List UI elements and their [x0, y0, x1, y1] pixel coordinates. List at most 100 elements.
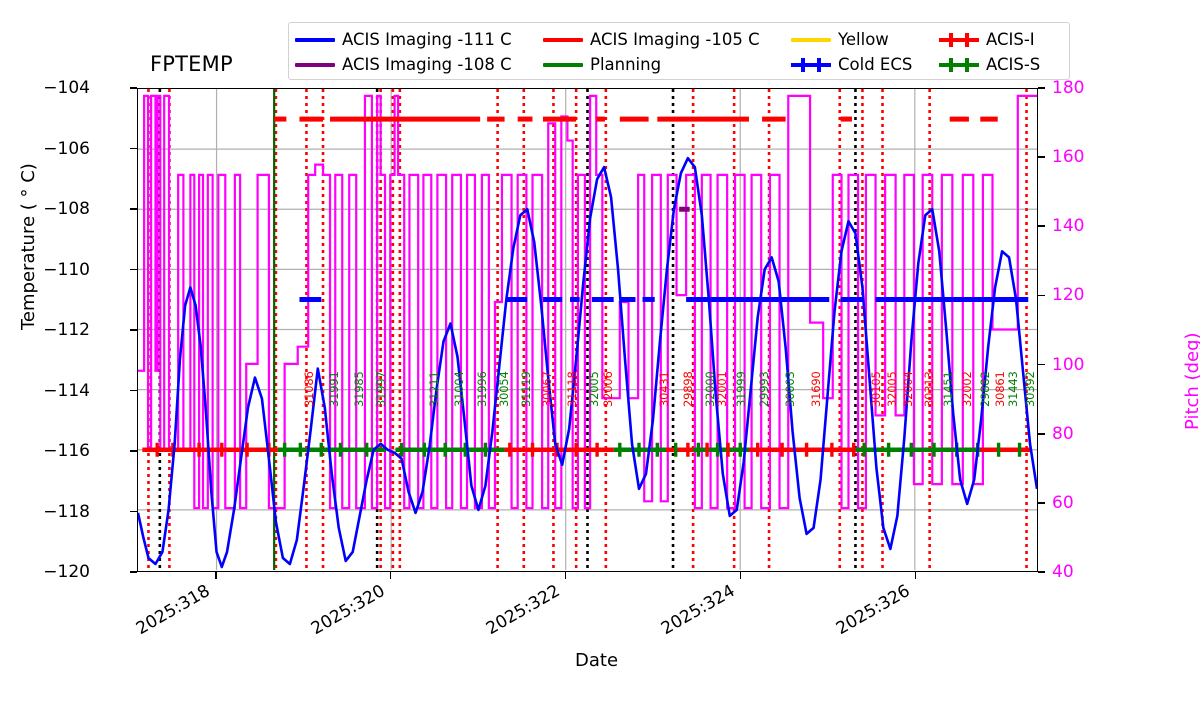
obsid-label: 32005: [587, 371, 601, 407]
obsid-label: 29882: [978, 371, 992, 407]
obsid-label: 32006: [601, 371, 615, 407]
y-tick-mark-right: [1038, 225, 1045, 228]
obsid-label: 32002: [960, 371, 974, 407]
legend-item-acis-i[interactable]: ACIS-I: [939, 30, 1069, 49]
y-tick-mark-left: [130, 510, 137, 513]
legend-swatch-line: [295, 37, 335, 42]
y-tick-label-left: −110: [43, 259, 90, 280]
obsid-label: 31991: [327, 371, 341, 407]
y-axis-label-left: Temperature ( ° C): [18, 163, 39, 330]
x-tick-label: 2025:322: [482, 581, 564, 640]
y-tick-mark-right: [1038, 156, 1045, 158]
y-axis-label-right: Pitch (deg): [1182, 332, 1200, 430]
legend-swatch-marker: [939, 32, 979, 47]
obsid-label: 30313: [922, 371, 936, 407]
legend-label: ACIS-I: [986, 30, 1035, 49]
plot-area[interactable]: 31086 31991 31985 31997 31211 31004 31996 30054…: [137, 88, 1038, 572]
legend-label: ACIS Imaging -108 C: [342, 55, 512, 74]
obsid-label: 30067: [540, 371, 554, 407]
y-tick-mark-left: [130, 87, 137, 89]
obsid-label: 31443: [1006, 371, 1020, 407]
legend-swatch-line: [543, 62, 583, 67]
y-tick-mark-left: [130, 571, 137, 573]
legend-label: Planning: [590, 55, 662, 74]
legend-item-yellow[interactable]: Yellow: [791, 30, 939, 49]
legend-item-acis-s[interactable]: ACIS-S: [939, 55, 1069, 74]
y-tick-mark-left: [130, 208, 137, 210]
x-tick-mark: [214, 572, 217, 579]
obsid-label: 31211: [427, 371, 441, 407]
legend-item-acis-imaging-105[interactable]: ACIS Imaging -105 C: [543, 30, 791, 49]
x-tick-label: 2025:326: [832, 581, 913, 640]
obsid-label: 31690: [809, 371, 823, 407]
y-tick-label-left: −116: [43, 441, 90, 461]
x-tick-mark: [739, 572, 742, 579]
obsid-label: 29993: [757, 371, 771, 407]
obsid-label: 31996: [475, 371, 489, 407]
obsid-label: 32004: [901, 371, 915, 407]
x-tick-label: 2025:320: [307, 581, 389, 640]
obsid-label: 32005: [885, 371, 899, 407]
x-tick-label: 2025:324: [657, 581, 739, 640]
y-tick-label-right: 40: [1052, 562, 1074, 582]
obsid-label: 31119: [519, 371, 533, 407]
y-tick-mark-left: [130, 147, 137, 150]
x-tick-mark: [389, 572, 392, 579]
legend-swatch-marker: [791, 57, 831, 72]
page-title: FPTEMP: [150, 52, 233, 76]
obsid-label: 30054: [497, 371, 511, 407]
legend-label: ACIS Imaging -105 C: [590, 30, 760, 49]
x-tick-mark: [914, 572, 917, 579]
y-tick-mark-right: [1038, 87, 1045, 89]
legend-item-acis-imaging-108[interactable]: ACIS Imaging -108 C: [295, 55, 543, 74]
legend-label: Cold ECS: [838, 55, 913, 74]
pitch-trace: [138, 94, 1037, 510]
obsid-label: 31118: [565, 371, 579, 407]
y-tick-label-left: −120: [43, 562, 90, 582]
obsid-label: 31451: [941, 371, 955, 407]
legend-label: ACIS Imaging -111 C: [342, 30, 512, 49]
y-tick-label-left: −106: [43, 138, 90, 159]
y-tick-mark-left: [130, 450, 137, 452]
y-tick-label-right: 140: [1052, 216, 1085, 237]
y-tick-label-left: −108: [43, 199, 90, 219]
obsid-label: 31985: [352, 371, 366, 407]
obsid-label: 29898: [681, 371, 695, 407]
y-tick-mark-left: [130, 329, 137, 331]
legend-label: ACIS-S: [986, 55, 1041, 74]
legend-item-cold-ecs[interactable]: Cold ECS: [791, 55, 939, 74]
legend-swatch-marker: [939, 57, 979, 72]
legend-label: Yellow: [838, 30, 889, 49]
obsid-label: 31999: [734, 371, 748, 407]
fptemp-trace: [138, 156, 1037, 569]
obsid-label: 30861: [993, 371, 1007, 407]
y-tick-label-right: 120: [1052, 285, 1085, 306]
legend-swatch-line: [295, 62, 335, 67]
chart-svg: [138, 89, 1037, 570]
y-tick-label-right: 80: [1052, 423, 1074, 444]
y-tick-label-left: −118: [43, 501, 90, 522]
legend-item-planning[interactable]: Planning: [543, 55, 791, 74]
x-tick-label: 2025:318: [132, 581, 214, 640]
legend-swatch-line: [543, 37, 583, 42]
obsid-label: 32001: [715, 371, 729, 407]
y-tick-label-left: −104: [43, 78, 90, 98]
legend-item-acis-imaging-111[interactable]: ACIS Imaging -111 C: [295, 30, 543, 49]
y-tick-label-right: 180: [1052, 78, 1085, 98]
y-tick-label-right: 100: [1052, 354, 1085, 375]
y-tick-label-left: −112: [43, 320, 90, 340]
y-tick-label-left: −114: [43, 380, 90, 401]
y-tick-label-right: 160: [1052, 147, 1085, 168]
obsid-label: 30392: [1023, 371, 1037, 407]
y-tick-mark-left: [130, 389, 137, 392]
x-tick-mark: [564, 572, 567, 579]
obsid-label: 31004: [452, 371, 466, 407]
y-tick-mark-right: [1038, 502, 1045, 504]
y-tick-mark-right: [1038, 432, 1045, 435]
y-tick-mark-right: [1038, 294, 1045, 297]
x-axis-label: Date: [575, 650, 619, 671]
obsid-label: 30431: [657, 371, 671, 407]
y-tick-mark-right: [1038, 363, 1045, 366]
y-tick-mark-left: [130, 268, 137, 271]
